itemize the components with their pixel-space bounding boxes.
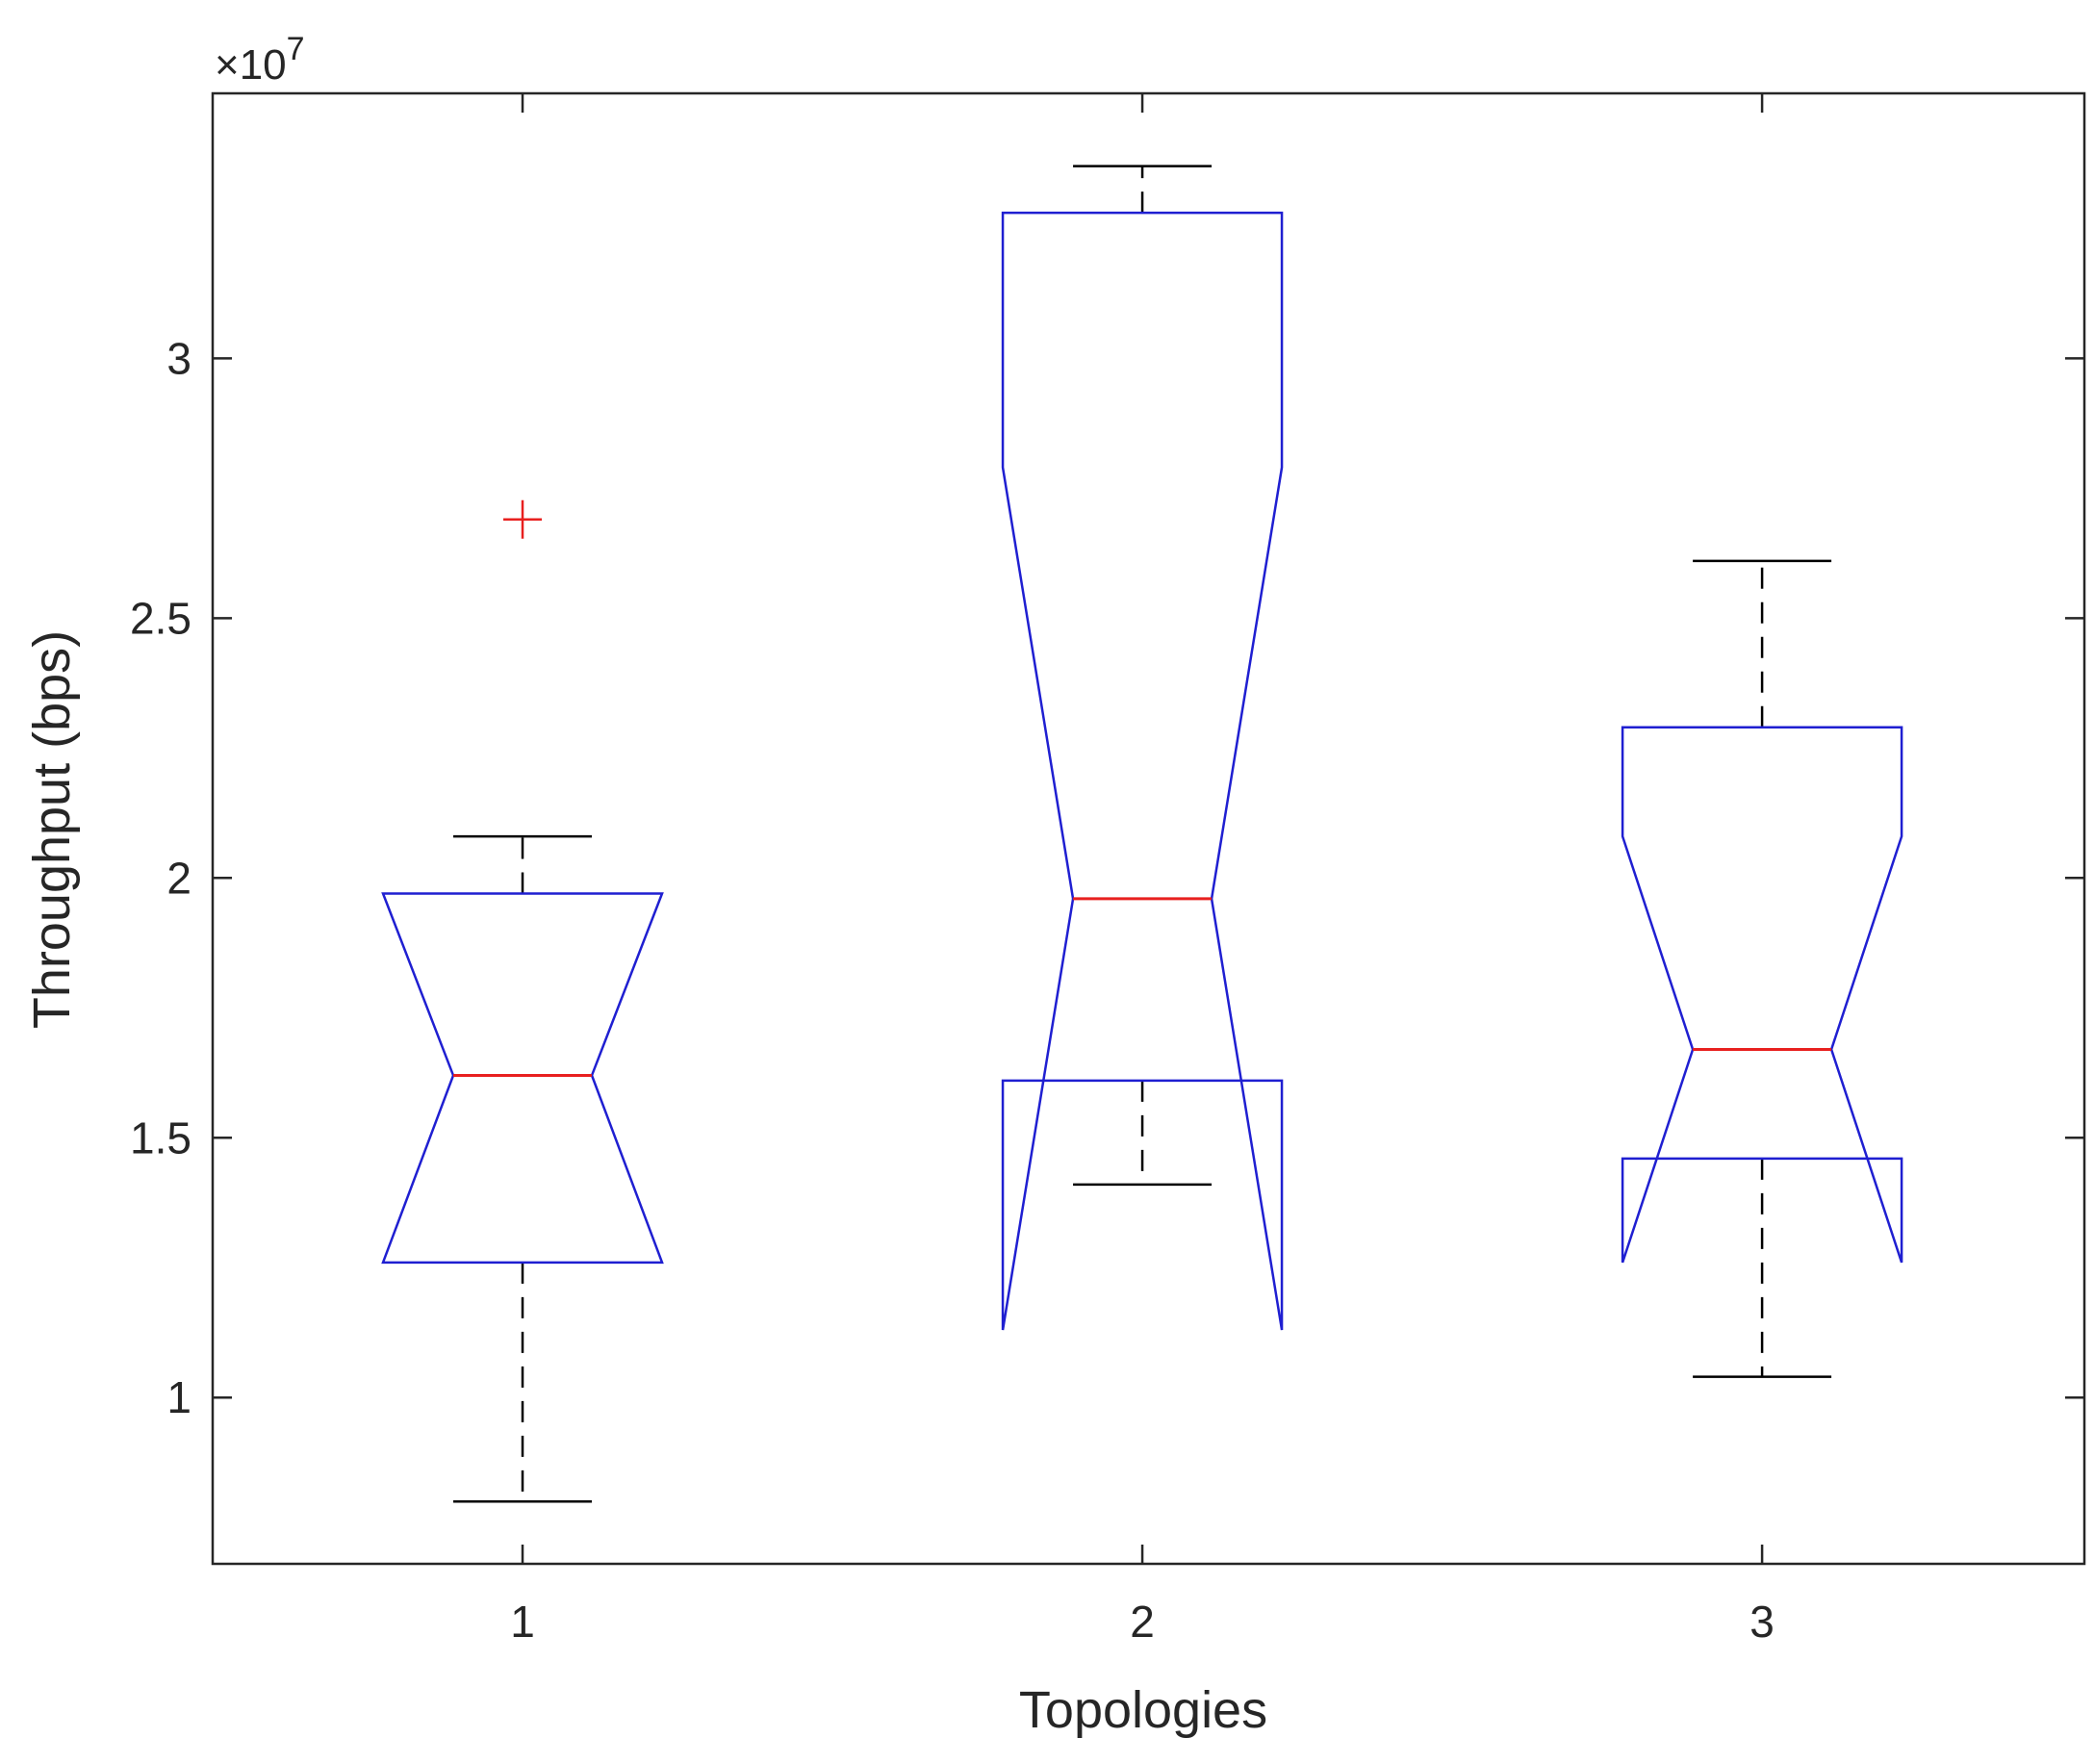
y-axis-label: Throughput (bps): [23, 630, 81, 1029]
box-3: [1621, 559, 1903, 1378]
y-tick-label: 3: [166, 333, 192, 383]
y-tick-label: 2.5: [130, 593, 192, 643]
x-axis-label: Topologies: [1019, 1681, 1267, 1739]
x-tick-label: 2: [1130, 1597, 1155, 1647]
notched-box: [1001, 211, 1284, 1331]
box-2: [1001, 165, 1284, 1331]
y-tick-label: 1: [166, 1372, 192, 1422]
y-exponent-label: ×107: [215, 31, 305, 89]
y-tick-label: 1.5: [130, 1112, 192, 1163]
x-tick-label: 3: [1749, 1597, 1775, 1647]
plot-area: [381, 165, 1903, 1503]
axes: 1 1.5 2 2.5 3 1 2 3: [130, 91, 2086, 1647]
y-tick-label: 2: [166, 853, 192, 903]
box-1: [381, 499, 664, 1503]
notched-box: [1621, 726, 1903, 1264]
notched-box: [381, 892, 664, 1265]
y-exponent-power: 7: [287, 31, 305, 67]
x-tick-label: 1: [510, 1597, 535, 1647]
axes-frame: [211, 91, 2086, 1566]
outlier-marker: [503, 499, 543, 539]
y-exponent-base: ×10: [215, 41, 287, 89]
